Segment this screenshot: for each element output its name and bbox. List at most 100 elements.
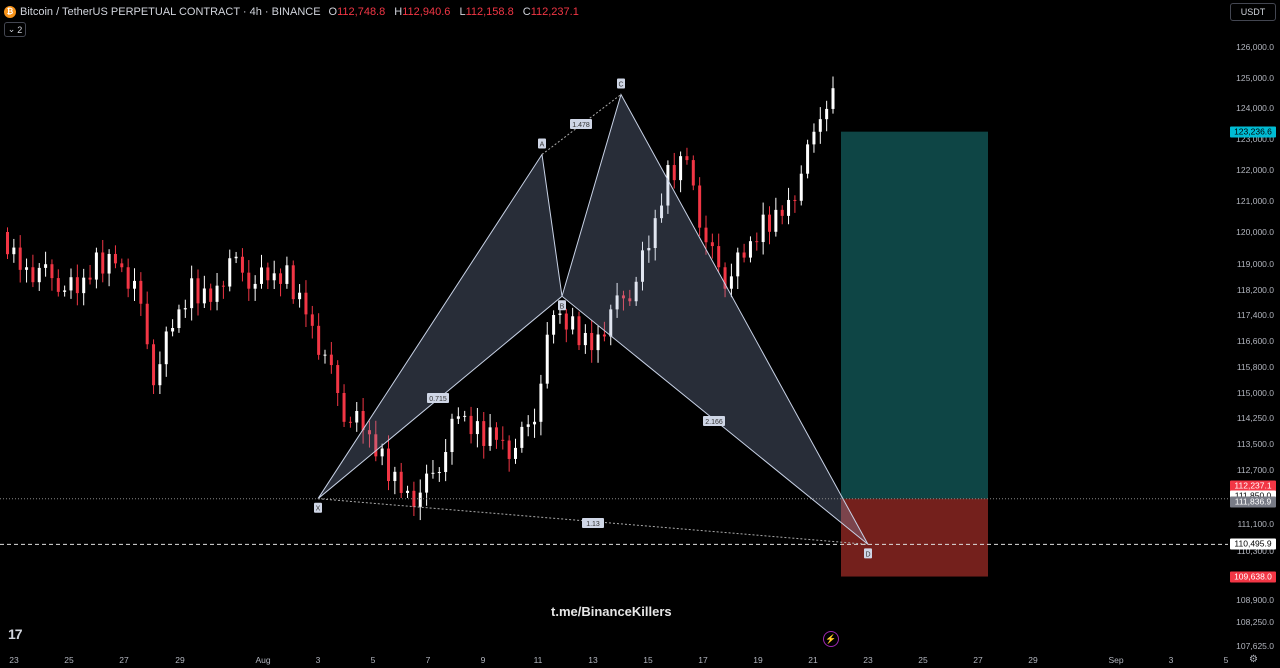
candle-body [602, 334, 606, 337]
candle-body [475, 421, 479, 435]
candle-body [374, 434, 378, 457]
stop-loss-zone [841, 498, 988, 577]
indicators-collapse-button[interactable]: ⌄ 2 [4, 22, 26, 37]
time-tick: 3 [1168, 655, 1174, 665]
symbol-header[interactable]: ₿ Bitcoin / TetherUS PERPETUAL CONTRACT … [4, 4, 585, 20]
candle-body [679, 156, 683, 181]
candle-body [717, 246, 721, 268]
candle-body [387, 448, 390, 482]
currency-selector[interactable]: USDT [1230, 3, 1276, 21]
tradingview-logo[interactable]: 17 [8, 626, 23, 642]
time-tick: Sep [1108, 655, 1124, 665]
candle-body [56, 278, 60, 292]
candle-body [380, 448, 384, 457]
candle-body [336, 365, 340, 393]
candle-body [660, 205, 664, 219]
price-tick: 115,000.0 [1236, 388, 1274, 398]
candle-body [577, 316, 581, 346]
candle-body [50, 264, 54, 279]
candle-body [621, 295, 625, 299]
candle-body [469, 415, 473, 435]
candle-body [425, 473, 429, 493]
ratio-label: 1.478 [572, 122, 590, 129]
time-axis[interactable]: 23 25 27 29 Aug 3 5 7 9 11 13 15 17 19 21 23 25 27 29 Sep 3 5 [0, 650, 1280, 668]
candle-body [501, 439, 505, 441]
time-tick: 29 [175, 655, 185, 665]
time-tick: 23 [9, 655, 19, 665]
point-label-c: C [618, 82, 623, 89]
price-tag: 123,236.6 [1230, 126, 1276, 138]
candle-body [494, 427, 498, 440]
candle-body [120, 263, 124, 268]
low-value: 112,158.8 [465, 6, 514, 18]
candle-body [736, 252, 740, 277]
candle-body [558, 313, 562, 315]
chevron-down-icon: ⌄ [7, 24, 16, 34]
candle-body [615, 295, 619, 310]
candle-body [209, 288, 213, 302]
symbol-title: Bitcoin / TetherUS PERPETUAL CONTRACT · … [20, 6, 321, 18]
candle-body [685, 156, 689, 161]
candle-body [609, 309, 613, 337]
price-tick: 111,100.0 [1237, 519, 1274, 529]
candle-body [82, 277, 86, 294]
price-axis[interactable]: 126,000.0 125,000.0 124,000.0 123,000.0 122,… [1228, 0, 1280, 651]
candle-body [634, 281, 638, 302]
candle-body [507, 440, 511, 459]
ratio-label-box [570, 119, 592, 129]
price-tick: 114,250.0 [1236, 413, 1274, 423]
price-tick: 124,000.0 [1236, 103, 1274, 113]
candle-body [653, 218, 657, 248]
candle-body [285, 265, 289, 284]
candle-body [298, 292, 302, 300]
candle-body [37, 267, 41, 283]
candle-body [406, 490, 410, 493]
time-tick: 7 [425, 655, 431, 665]
candle-body [152, 344, 156, 386]
ohlc-values: O112,748.8 H112,940.6 L112,158.8 C112,23… [329, 6, 585, 18]
candle-body [666, 165, 670, 206]
candle-body [520, 426, 524, 448]
point-label-x: X [316, 506, 321, 513]
price-tick: 119,000.0 [1236, 259, 1274, 269]
candle-body [18, 247, 22, 270]
gear-icon[interactable]: ⚙ [1249, 654, 1258, 665]
point-label-b: B [560, 303, 565, 310]
candle-body [799, 173, 803, 201]
candle-body [6, 232, 9, 255]
candle-body [183, 308, 187, 310]
candle-body [171, 328, 175, 332]
candle-body [628, 298, 632, 302]
candle-body [533, 421, 537, 425]
price-chart[interactable]: X A B C D 1.478 0.715 2.166 1.13 [0, 0, 1228, 650]
candle-body [44, 264, 48, 268]
candle-body [647, 248, 651, 251]
candle-body [202, 288, 206, 304]
candle-body [812, 131, 816, 145]
candle-body [164, 331, 168, 365]
lightning-icon[interactable]: ⚡ [823, 631, 839, 647]
time-tick: 17 [698, 655, 708, 665]
indicator-count: 2 [17, 24, 23, 35]
candle-body [596, 334, 600, 351]
candle-body [393, 471, 397, 482]
candle-body [761, 214, 765, 243]
time-tick: 23 [863, 655, 873, 665]
candle-body [704, 227, 708, 243]
price-tick: 115,800.0 [1236, 362, 1274, 372]
candle-body [266, 267, 270, 281]
close-key: C [522, 6, 531, 18]
time-tick: 27 [119, 655, 129, 665]
long-position-tool [841, 131, 988, 577]
candle-body [12, 247, 16, 255]
candle-body [552, 315, 556, 335]
candle-body [253, 283, 257, 289]
price-tag: 111,850.0 [1230, 490, 1276, 502]
candle-body [545, 334, 549, 384]
candle-body [818, 119, 822, 132]
take-profit-zone [841, 131, 988, 499]
candle-body [437, 472, 441, 474]
price-tick: 113,500.0 [1236, 439, 1274, 449]
point-label-box [538, 138, 546, 149]
candlestick-series [6, 76, 835, 521]
